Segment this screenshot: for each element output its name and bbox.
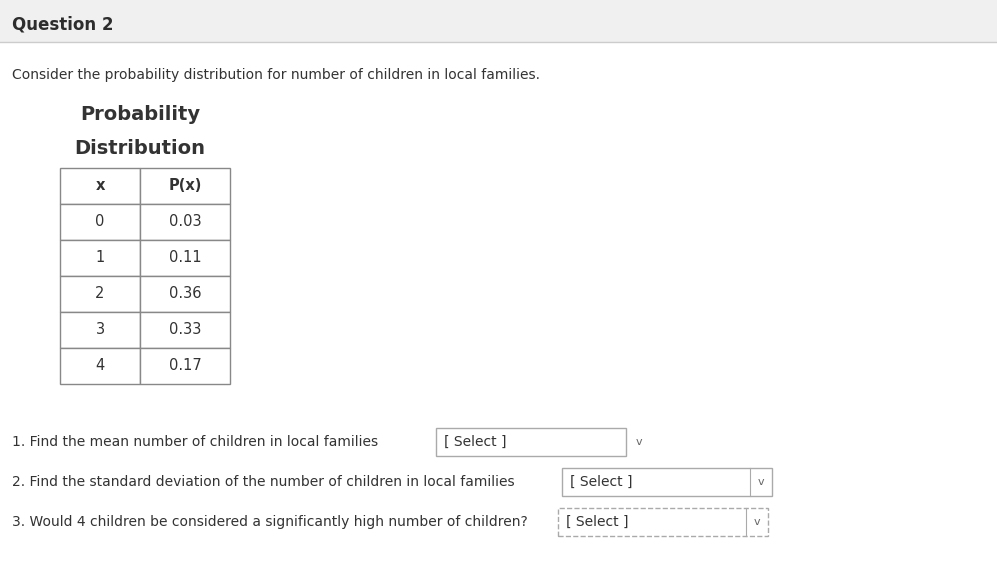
Text: [ Select ]: [ Select ] xyxy=(566,515,628,529)
Bar xyxy=(140,168,230,204)
Text: 0.36: 0.36 xyxy=(168,287,201,301)
Text: Consider the probability distribution for number of children in local families.: Consider the probability distribution fo… xyxy=(12,68,540,82)
Text: 0: 0 xyxy=(96,214,105,229)
Text: 0.33: 0.33 xyxy=(168,323,201,337)
Bar xyxy=(140,240,230,276)
Text: 2: 2 xyxy=(96,287,105,301)
Bar xyxy=(562,468,772,496)
Bar xyxy=(558,508,768,536)
Bar xyxy=(140,348,230,384)
Text: 3: 3 xyxy=(96,323,105,337)
Text: v: v xyxy=(758,477,765,487)
Text: 3. Would 4 children be considered a significantly high number of children?: 3. Would 4 children be considered a sign… xyxy=(12,515,527,529)
Text: 0.17: 0.17 xyxy=(168,359,201,374)
Text: P(x): P(x) xyxy=(168,178,201,193)
Bar xyxy=(60,276,140,312)
Text: Probability: Probability xyxy=(80,105,200,125)
Bar xyxy=(60,168,140,204)
Text: 1: 1 xyxy=(96,251,105,265)
Text: [ Select ]: [ Select ] xyxy=(570,475,632,489)
Bar xyxy=(140,276,230,312)
Bar xyxy=(60,240,140,276)
Bar xyxy=(436,428,626,456)
Text: [ Select ]: [ Select ] xyxy=(444,435,506,449)
Text: 0.03: 0.03 xyxy=(168,214,201,229)
Bar xyxy=(140,312,230,348)
Bar xyxy=(60,348,140,384)
Text: 4: 4 xyxy=(96,359,105,374)
Text: Distribution: Distribution xyxy=(75,138,205,157)
Text: Question 2: Question 2 xyxy=(12,15,114,33)
Bar xyxy=(140,204,230,240)
Text: v: v xyxy=(636,437,643,447)
Text: 1. Find the mean number of children in local families: 1. Find the mean number of children in l… xyxy=(12,435,378,449)
Bar xyxy=(60,312,140,348)
Text: x: x xyxy=(96,178,105,193)
Text: 0.11: 0.11 xyxy=(168,251,201,265)
Text: v: v xyxy=(754,517,761,527)
Bar xyxy=(60,204,140,240)
Text: 2. Find the standard deviation of the number of children in local families: 2. Find the standard deviation of the nu… xyxy=(12,475,514,489)
Bar xyxy=(0,0,997,42)
